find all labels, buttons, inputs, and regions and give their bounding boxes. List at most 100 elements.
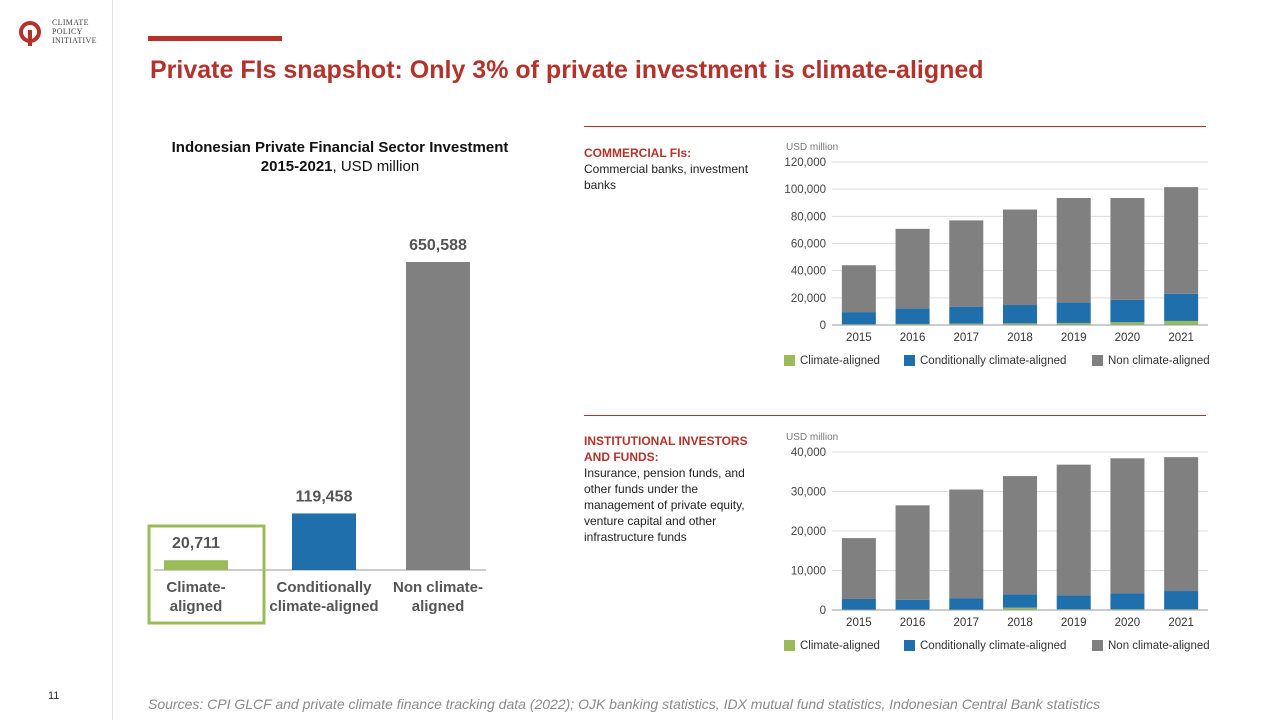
- bar-segment: [1110, 593, 1144, 609]
- tick-label: 120,000: [784, 157, 826, 169]
- legend-swatch: [1092, 640, 1103, 651]
- tick-label: 20,000: [791, 293, 826, 305]
- bar-segment: [842, 312, 876, 324]
- bar-segment: [1164, 457, 1198, 591]
- bar-segment: [1164, 187, 1198, 294]
- institutional-description: Insurance, pension funds, and other fund…: [584, 465, 749, 545]
- bar-segment: [1057, 198, 1091, 303]
- bar-segment: [1003, 210, 1037, 305]
- logo-line-2: POLICY: [52, 27, 97, 36]
- bar-segment: [949, 307, 983, 324]
- x-tick-label: 2016: [900, 617, 926, 629]
- commercial-description: Commercial banks, investment banks: [584, 161, 754, 193]
- logo-line-3: INITIATIVE: [52, 36, 97, 45]
- institutional-stacked-chart: USD million 0 10,000 20,000 30,000 40,000 2015…: [770, 428, 1220, 660]
- legend-swatch: [784, 355, 795, 366]
- bar-segment: [1164, 294, 1198, 321]
- slide-number: 11: [48, 690, 59, 702]
- y-axis-title: USD million: [786, 142, 838, 153]
- tick-label: 40,000: [791, 447, 826, 459]
- tick-label: 80,000: [791, 211, 826, 223]
- category-label: aligned: [170, 598, 223, 615]
- commercial-label: COMMERCIAL FIs: Commercial banks, invest…: [584, 145, 754, 193]
- bar-segment: [1003, 476, 1037, 594]
- legend-label: Non climate-aligned: [1108, 640, 1210, 652]
- legend-label: Non climate-aligned: [1108, 355, 1210, 367]
- tick-label: 60,000: [791, 239, 826, 251]
- bar-segment: [896, 308, 930, 324]
- category-label: climate-aligned: [269, 598, 378, 615]
- x-tick-label: 2019: [1061, 617, 1087, 629]
- commercial-heading: COMMERCIAL FIs:: [584, 145, 754, 161]
- category-label: Conditionally: [277, 579, 373, 596]
- legend-label: Climate-aligned: [800, 355, 880, 367]
- x-tick-label: 2015: [846, 332, 872, 344]
- bar-segment: [842, 265, 876, 312]
- bar-segment: [1003, 305, 1037, 323]
- tick-label: 30,000: [791, 487, 826, 499]
- y-axis-title: USD million: [786, 432, 838, 443]
- tick-label: 0: [820, 605, 826, 617]
- legend-swatch: [1092, 355, 1103, 366]
- logo-text: CLIMATE POLICY INITIATIVE: [52, 18, 97, 45]
- bar-segment: [1003, 594, 1037, 607]
- tick-label: 40,000: [791, 266, 826, 278]
- bar-segment: [1110, 300, 1144, 322]
- bar-segment: [1110, 458, 1144, 593]
- x-tick-label: 2017: [953, 332, 979, 344]
- bar-segment: [896, 229, 930, 308]
- commercial-stacked-chart: USD million 0 20,000 40,000 60,000 80,000 100,…: [770, 136, 1220, 380]
- category-label: aligned: [412, 598, 465, 615]
- left-chart-title: Indonesian Private Financial Sector Inve…: [140, 138, 540, 176]
- x-tick-label: 2021: [1168, 332, 1194, 344]
- commercial-section-rule: [584, 126, 1206, 127]
- value-label: 119,458: [296, 488, 353, 505]
- institutional-heading: INSTITUTIONAL INVESTORS AND FUNDS:: [584, 433, 749, 465]
- x-tick-label: 2018: [1007, 332, 1033, 344]
- x-tick-label: 2021: [1168, 617, 1194, 629]
- bar-segment: [842, 538, 876, 599]
- bar-segment: [1110, 198, 1144, 300]
- tick-label: 10,000: [791, 566, 826, 578]
- left-chart-title-years: 2015-2021: [261, 158, 333, 175]
- sidebar-divider: [112, 0, 113, 720]
- bar-1: [164, 560, 228, 570]
- x-tick-label: 2020: [1115, 332, 1141, 344]
- bar-segment: [896, 600, 930, 610]
- institutional-label: INSTITUTIONAL INVESTORS AND FUNDS: Insur…: [584, 433, 749, 545]
- bar-2: [292, 513, 356, 570]
- left-chart-title-main: Indonesian Private Financial Sector Inve…: [172, 139, 509, 156]
- bar-segment: [1057, 303, 1091, 323]
- bar-segment: [1057, 465, 1091, 596]
- legend-swatch: [904, 640, 915, 651]
- value-label: 20,711: [172, 535, 220, 552]
- legend-swatch: [904, 355, 915, 366]
- tick-label: 100,000: [784, 184, 826, 196]
- tick-label: 0: [820, 320, 826, 332]
- x-tick-label: 2016: [900, 332, 926, 344]
- sources-note: Sources: CPI GLCF and private climate fi…: [148, 696, 1100, 712]
- x-tick-label: 2018: [1007, 617, 1033, 629]
- bar-segment: [1057, 595, 1091, 609]
- value-label: 650,588: [409, 237, 467, 254]
- institutional-section-rule: [584, 415, 1206, 416]
- category-label: Non climate-: [393, 579, 483, 596]
- x-tick-label: 2017: [953, 617, 979, 629]
- bar-segment: [1164, 321, 1198, 325]
- summary-bar-chart: 20,711 Climate-aligned 119,458 Conditionall…: [140, 230, 500, 630]
- bar-segment: [949, 220, 983, 306]
- bar-segment: [842, 599, 876, 610]
- title-accent-bar: [148, 36, 282, 41]
- legend-label: Climate-aligned: [800, 640, 880, 652]
- bar-segment: [949, 598, 983, 609]
- legend-label: Conditionally climate-aligned: [920, 640, 1066, 652]
- bar-segment: [896, 505, 930, 599]
- bar-3: [406, 262, 470, 570]
- tick-label: 20,000: [791, 526, 826, 538]
- category-label: Climate-: [166, 579, 225, 596]
- logo-line-1: CLIMATE: [52, 18, 97, 27]
- page-title: Private FIs snapshot: Only 3% of private…: [150, 56, 984, 85]
- bar-segment: [949, 490, 983, 599]
- x-tick-label: 2019: [1061, 332, 1087, 344]
- x-tick-label: 2020: [1115, 617, 1141, 629]
